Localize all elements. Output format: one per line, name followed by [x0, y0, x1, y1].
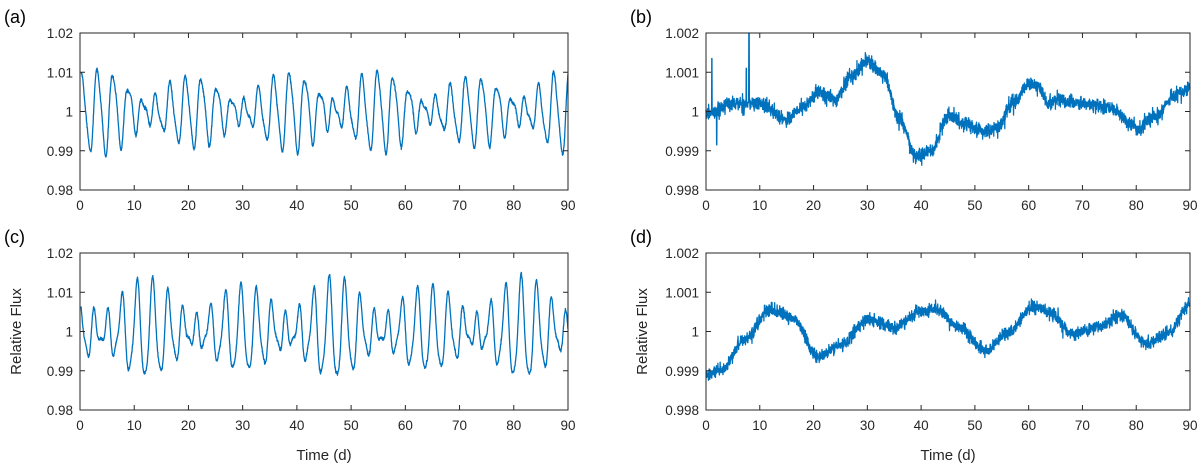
panel-label: (b): [630, 7, 652, 27]
x-tick-label: 10: [127, 418, 142, 433]
x-tick-label: 40: [289, 198, 304, 213]
x-axis-label: Time (d): [920, 447, 975, 464]
y-tick-label: 1.02: [47, 26, 73, 41]
x-tick-label: 80: [1129, 198, 1144, 213]
x-tick-label: 80: [506, 198, 521, 213]
y-axis-label: Relative Flux: [634, 288, 651, 375]
series-line: [705, 32, 1191, 166]
panel-a: (a) 0 10 20 30 40 50 60 70 80 90 0.98 0.99 1 1.01 1.02: [4, 7, 576, 213]
panel-label: (c): [4, 227, 25, 247]
x-tick-label: 70: [1075, 418, 1090, 433]
y-tick-label: 0.999: [665, 144, 699, 159]
x-tick-label: 60: [1021, 198, 1036, 213]
x-tick-label: 70: [452, 198, 467, 213]
x-tick-label: 10: [752, 418, 767, 433]
x-tick-label: 0: [702, 418, 710, 433]
x-tick-label: 40: [914, 418, 929, 433]
x-tick-label: 30: [860, 418, 875, 433]
y-tick-label: 1.002: [665, 246, 699, 261]
y-axis-label: Relative Flux: [8, 288, 25, 375]
x-tick-label: 10: [127, 198, 142, 213]
x-tick-label: 90: [560, 198, 575, 213]
x-tick-label: 0: [76, 418, 84, 433]
panel-label: (d): [630, 227, 652, 247]
y-tick-label: 0.999: [665, 364, 699, 379]
y-tick-label: 1.02: [47, 246, 73, 261]
panel-d: (d) 0 10 20 30 40 50 60 70 80 90 0.998 0.999 1 1.001 1.…: [630, 227, 1198, 464]
x-tick-label: 20: [806, 418, 821, 433]
x-tick-label: 90: [560, 418, 575, 433]
series-line: [705, 297, 1191, 381]
panel-c: (c) 0 10 20 30 40 50 60 70 80 90 0.98 0.99 1 1.01 1.02 T…: [4, 227, 576, 464]
y-tick-label: 0.98: [47, 403, 73, 418]
x-tick-label: 10: [752, 198, 767, 213]
y-tick-label: 1.01: [47, 65, 73, 80]
y-tick-label: 1.001: [665, 285, 699, 300]
panel-label: (a): [4, 7, 26, 27]
x-tick-label: 60: [1021, 418, 1036, 433]
y-tick-label: 1.002: [665, 26, 699, 41]
series-line: [80, 67, 569, 158]
x-tick-label: 70: [452, 418, 467, 433]
x-tick-label: 50: [967, 418, 982, 433]
y-tick-label: 1: [691, 325, 699, 340]
x-tick-label: 60: [398, 418, 413, 433]
y-tick-label: 0.98: [47, 183, 73, 198]
y-tick-label: 0.99: [47, 144, 73, 159]
x-tick-label: 50: [344, 198, 359, 213]
x-tick-label: 0: [76, 198, 84, 213]
x-tick-label: 90: [1182, 418, 1197, 433]
x-tick-label: 30: [235, 198, 250, 213]
x-tick-label: 0: [702, 198, 710, 213]
x-tick-label: 70: [1075, 198, 1090, 213]
x-tick-label: 30: [235, 418, 250, 433]
axes-frame: [705, 252, 1191, 411]
panel-b: (b) 0 10 20 30 40 50 60 70 80 90 0.998 0.999 1 1.001 1.…: [630, 7, 1198, 213]
x-tick-label: 20: [181, 198, 196, 213]
y-tick-label: 1: [691, 105, 699, 120]
x-axis-label: Time (d): [296, 447, 351, 464]
y-tick-label: 1: [65, 105, 73, 120]
x-tick-label: 80: [506, 418, 521, 433]
y-tick-label: 1.001: [665, 65, 699, 80]
x-tick-label: 20: [181, 418, 196, 433]
y-tick-label: 0.998: [665, 403, 699, 418]
x-tick-label: 60: [398, 198, 413, 213]
x-tick-label: 80: [1129, 418, 1144, 433]
series-line: [80, 271, 569, 376]
x-tick-label: 40: [289, 418, 304, 433]
y-tick-label: 0.998: [665, 183, 699, 198]
y-tick-label: 1: [65, 325, 73, 340]
x-tick-label: 20: [806, 198, 821, 213]
x-tick-label: 90: [1182, 198, 1197, 213]
x-tick-label: 30: [860, 198, 875, 213]
x-tick-label: 40: [914, 198, 929, 213]
y-tick-label: 0.99: [47, 364, 73, 379]
x-tick-label: 50: [344, 418, 359, 433]
y-tick-label: 1.01: [47, 285, 73, 300]
x-tick-label: 50: [967, 198, 982, 213]
